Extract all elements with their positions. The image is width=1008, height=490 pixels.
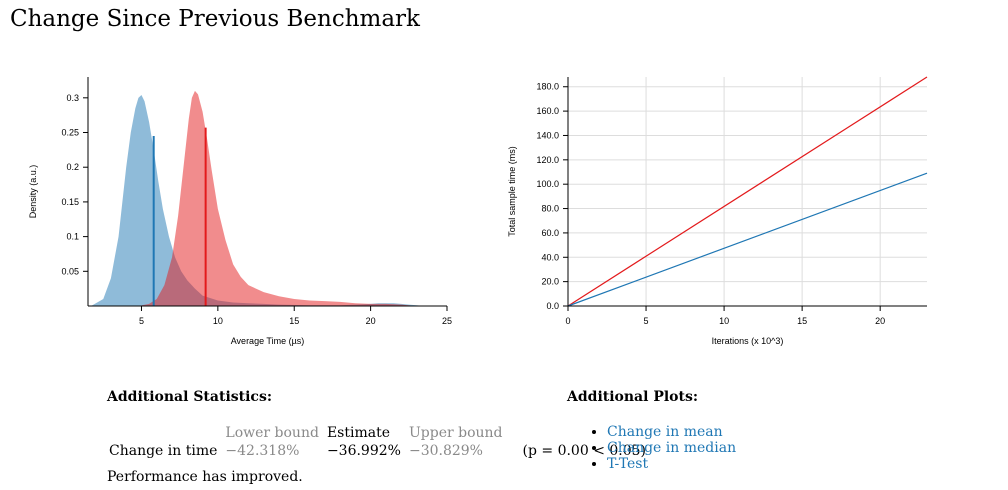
statistics-table: Lower bound Estimate Upper bound Change … <box>105 424 650 460</box>
x-tick-label: 20 <box>366 316 376 326</box>
estimate-header: Estimate <box>326 425 390 441</box>
statistics-header-row: Lower bound Estimate Upper bound <box>105 424 650 442</box>
change-in-mean-link[interactable]: Change in mean <box>607 424 723 440</box>
lower-bound-value: −42.318% <box>225 443 300 459</box>
x-tick-label: 15 <box>289 316 299 326</box>
x-axis-label: Iterations (x 10^3) <box>712 336 784 346</box>
list-item: T-Test <box>607 456 736 472</box>
y-tick-label: 100.0 <box>536 179 559 189</box>
change-in-time-row: Change in time −42.318% −36.992% −30.829… <box>105 442 650 460</box>
y-axis-label: Density (a.u.) <box>28 165 38 219</box>
performance-verdict: Performance has improved. <box>107 469 303 485</box>
x-axis-label: Average Time (µs) <box>231 336 305 346</box>
y-tick-label: 0.3 <box>66 93 79 103</box>
y-tick-label: 0.15 <box>61 197 79 207</box>
change-in-median-link[interactable]: Change in median <box>607 440 737 456</box>
x-tick-label: 20 <box>875 316 885 326</box>
y-tick-label: 120.0 <box>536 155 559 165</box>
y-tick-label: 0.05 <box>61 266 79 276</box>
y-tick-label: 140.0 <box>536 130 559 140</box>
y-tick-label: 40.0 <box>541 252 559 262</box>
density-area-series-1 <box>138 90 417 306</box>
x-tick-label: 25 <box>442 316 452 326</box>
y-tick-label: 160.0 <box>536 106 559 116</box>
additional-plots-list: Change in mean Change in median T-Test <box>588 424 736 472</box>
lower-bound-header: Lower bound <box>225 425 319 441</box>
density-area-series-0 <box>91 95 425 306</box>
row-label: Change in time <box>109 443 218 459</box>
y-tick-label: 80.0 <box>541 204 559 214</box>
x-tick-label: 10 <box>719 316 729 326</box>
upper-bound-value: −30.829% <box>408 443 483 459</box>
regression-line-series-0 <box>567 76 928 307</box>
x-tick-label: 5 <box>139 316 144 326</box>
list-item: Change in median <box>607 440 736 456</box>
estimate-value: −36.992% <box>326 443 401 459</box>
additional-statistics-title: Additional Statistics: <box>107 389 272 405</box>
t-test-link[interactable]: T-Test <box>607 456 649 472</box>
regression-line-series-1 <box>567 172 928 307</box>
page-title: Change Since Previous Benchmark <box>10 6 420 32</box>
list-item: Change in mean <box>607 424 736 440</box>
x-tick-label: 10 <box>213 316 223 326</box>
pdf-chart: 5 10 15 20 25 0.05 0.1 0.15 0.2 0.25 0.3 Average Ti… <box>28 77 452 346</box>
regression-chart: 0 5 10 15 20 0.0 20.0 40.0 60.0 80.0 100.0 120.0 140… <box>507 76 928 346</box>
x-tick-label: 15 <box>797 316 807 326</box>
y-axis-label: Total sample time (ms) <box>507 146 517 237</box>
upper-bound-header: Upper bound <box>408 425 503 441</box>
additional-plots-title: Additional Plots: <box>567 389 699 405</box>
x-tick-label: 0 <box>565 316 570 326</box>
y-tick-label: 180.0 <box>536 82 559 92</box>
p-value: (p = 0.00 < 0.05) <box>522 443 647 459</box>
x-tick-label: 5 <box>644 316 649 326</box>
y-tick-label: 60.0 <box>541 228 559 238</box>
y-tick-label: 0.2 <box>66 162 79 172</box>
y-tick-label: 20.0 <box>541 277 559 287</box>
y-tick-label: 0.1 <box>66 232 79 242</box>
y-tick-label: 0.0 <box>546 301 559 311</box>
y-tick-label: 0.25 <box>61 128 79 138</box>
